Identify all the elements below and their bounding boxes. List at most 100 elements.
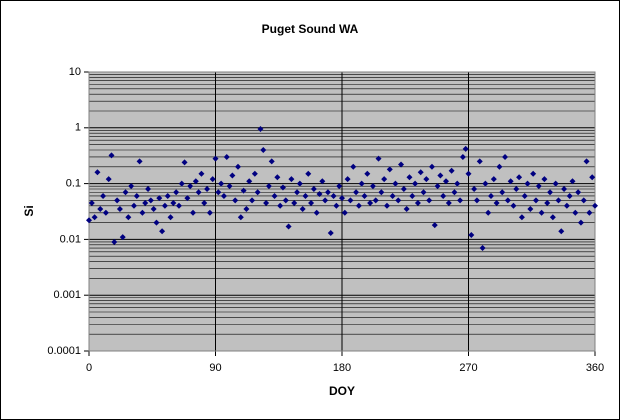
data-point xyxy=(344,176,351,183)
data-point xyxy=(547,189,554,196)
data-point xyxy=(190,209,197,216)
data-point xyxy=(111,238,118,245)
data-point xyxy=(116,206,123,213)
data-point xyxy=(91,214,98,221)
data-point xyxy=(493,199,500,206)
y-tick-label: 0.1 xyxy=(66,178,81,190)
x-tick-label: 0 xyxy=(86,362,92,374)
data-point xyxy=(485,209,492,216)
data-point xyxy=(339,195,345,202)
data-point xyxy=(97,206,104,213)
data-point xyxy=(468,231,475,238)
data-point xyxy=(291,199,298,206)
data-point xyxy=(445,199,452,206)
data-point xyxy=(437,172,444,179)
data-point xyxy=(263,199,270,206)
data-point xyxy=(398,161,405,168)
data-point xyxy=(265,183,272,190)
data-point xyxy=(251,170,258,177)
data-point xyxy=(187,183,194,190)
data-point xyxy=(459,153,466,160)
x-tick-label: 270 xyxy=(459,362,477,374)
data-point xyxy=(353,189,360,196)
data-point xyxy=(198,170,205,177)
data-point xyxy=(105,176,112,183)
data-point xyxy=(175,202,182,209)
data-point xyxy=(414,199,421,206)
data-point xyxy=(150,206,157,213)
data-point xyxy=(294,189,301,196)
data-point xyxy=(563,202,570,209)
data-point xyxy=(513,186,520,193)
data-point xyxy=(462,145,469,152)
plot-border xyxy=(88,71,596,352)
data-point xyxy=(125,214,132,221)
data-point xyxy=(249,197,256,204)
data-point xyxy=(561,186,568,193)
data-point xyxy=(237,214,244,221)
data-point xyxy=(308,199,315,206)
data-point xyxy=(448,167,455,174)
data-point xyxy=(271,192,278,199)
data-point xyxy=(358,180,365,187)
data-point xyxy=(310,186,317,193)
data-point xyxy=(575,189,582,196)
data-point xyxy=(215,189,222,196)
data-point xyxy=(392,180,399,187)
data-point xyxy=(288,176,295,183)
data-point xyxy=(454,180,461,187)
x-tick-label: 360 xyxy=(586,362,604,374)
data-point xyxy=(577,219,584,226)
data-point xyxy=(423,176,430,183)
data-point xyxy=(496,163,503,170)
data-point xyxy=(381,176,388,183)
data-point xyxy=(209,176,216,183)
data-point xyxy=(100,192,107,199)
data-point xyxy=(524,180,531,187)
data-point xyxy=(204,186,211,193)
data-point xyxy=(223,153,230,160)
data-point xyxy=(504,197,511,204)
data-point xyxy=(516,174,523,181)
data-point xyxy=(268,158,275,165)
data-point xyxy=(451,189,458,196)
data-point xyxy=(409,192,416,199)
data-point xyxy=(243,206,250,213)
data-point xyxy=(195,189,202,196)
data-point xyxy=(383,202,390,209)
data-point xyxy=(319,178,326,185)
data-point xyxy=(114,197,121,204)
data-point xyxy=(555,197,562,204)
data-point xyxy=(153,219,160,226)
data-point xyxy=(465,170,472,177)
data-point xyxy=(333,202,340,209)
data-point xyxy=(367,199,374,206)
data-point xyxy=(313,209,320,216)
data-point xyxy=(549,214,556,221)
y-axis-label: Si xyxy=(22,205,36,216)
data-point xyxy=(490,176,497,183)
data-point xyxy=(299,206,306,213)
data-point xyxy=(164,192,171,199)
x-tick-label: 180 xyxy=(333,362,351,374)
data-point xyxy=(420,189,427,196)
data-point xyxy=(592,202,598,209)
data-point xyxy=(128,183,135,190)
data-point xyxy=(406,174,413,181)
data-point xyxy=(355,202,362,209)
data-point xyxy=(226,183,233,190)
data-point xyxy=(350,163,357,170)
data-point xyxy=(130,202,137,209)
data-point xyxy=(133,192,140,199)
data-point xyxy=(274,174,281,181)
data-point xyxy=(569,178,576,185)
data-point xyxy=(499,189,506,196)
data-point xyxy=(330,192,337,199)
data-point xyxy=(206,209,213,216)
data-point xyxy=(389,192,396,199)
data-point xyxy=(316,191,323,198)
data-point xyxy=(234,163,241,170)
y-tick-label: 0.001 xyxy=(53,289,81,301)
data-point xyxy=(535,183,542,190)
data-point xyxy=(173,189,180,196)
